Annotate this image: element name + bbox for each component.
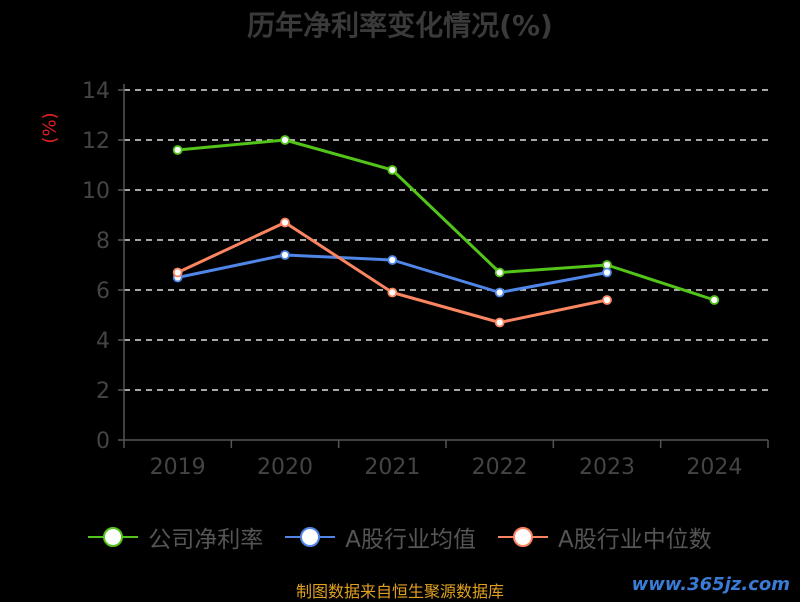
data-point-company-2020 [280,135,290,145]
data-point-company-2021 [387,165,398,175]
y-tick-label-4: 4 [96,329,110,354]
series-line-company [177,138,715,302]
data-point-industry-median-2022 [494,317,505,328]
x-tick-label-2023: 2023 [579,455,635,480]
chart-title: 历年净利率变化情况(%) [247,9,553,42]
data-point-industry-median-2023 [602,295,612,305]
y-tick-label-8: 8 [96,229,110,254]
y-tick-label-6: 6 [96,279,110,304]
data-point-company-2024 [709,295,720,305]
x-tick-label-2019: 2019 [150,455,206,480]
y-tick-label-14: 14 [82,79,110,104]
data-point-company-2019 [172,145,183,155]
legend-marker-industry-median [498,527,548,547]
y-tick-label-10: 10 [82,179,110,204]
y-tick-label-2: 2 [96,379,110,404]
data-source-note: 制图数据来自恒生聚源数据库 [295,582,504,601]
legend-marker-industry-mean [285,527,336,547]
data-point-company-2022 [494,267,505,278]
legend-item-industry-mean[interactable]: A股行业均值 [285,520,476,554]
data-point-industry-median-2021 [387,287,398,298]
watermark-logo: www.365jz.com [631,574,790,595]
legend-item-industry-median[interactable]: A股行业中位数 [498,520,712,554]
legend-marker-company [88,527,139,547]
x-tick-label-2022: 2022 [472,455,528,480]
x-tick-label-2024: 2024 [686,455,742,480]
data-point-industry-mean-2020 [280,250,290,260]
series-line-industry-median [177,221,608,324]
y-tick-label-0: 0 [96,429,110,454]
legend-label-industry-median: A股行业中位数 [558,527,712,553]
x-tick-label-2021: 2021 [364,455,420,480]
data-point-industry-mean-2022 [494,287,505,298]
legend: 公司净利率 A股行业均值 A股行业中位数 [0,520,800,554]
data-point-industry-mean-2021 [387,255,398,265]
data-point-industry-mean-2023 [602,267,612,278]
legend-item-company[interactable]: 公司净利率 [88,520,263,554]
legend-label-company: 公司净利率 [148,527,264,553]
data-point-industry-median-2020 [280,217,290,228]
legend-label-industry-mean: A股行业均值 [345,527,476,553]
x-tick-label-2020: 2020 [257,455,313,480]
data-point-industry-median-2019 [172,267,183,278]
y-tick-label-12: 12 [82,129,110,154]
